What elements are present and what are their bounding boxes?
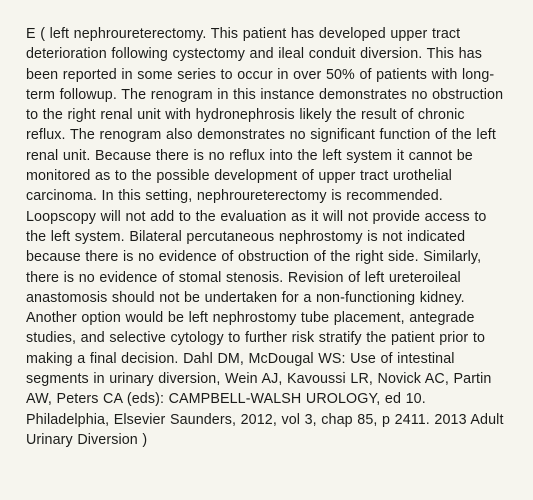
flashcard-body-text: E ( left nephroureterectomy. This patien…	[26, 24, 507, 450]
flashcard: E ( left nephroureterectomy. This patien…	[0, 0, 533, 500]
